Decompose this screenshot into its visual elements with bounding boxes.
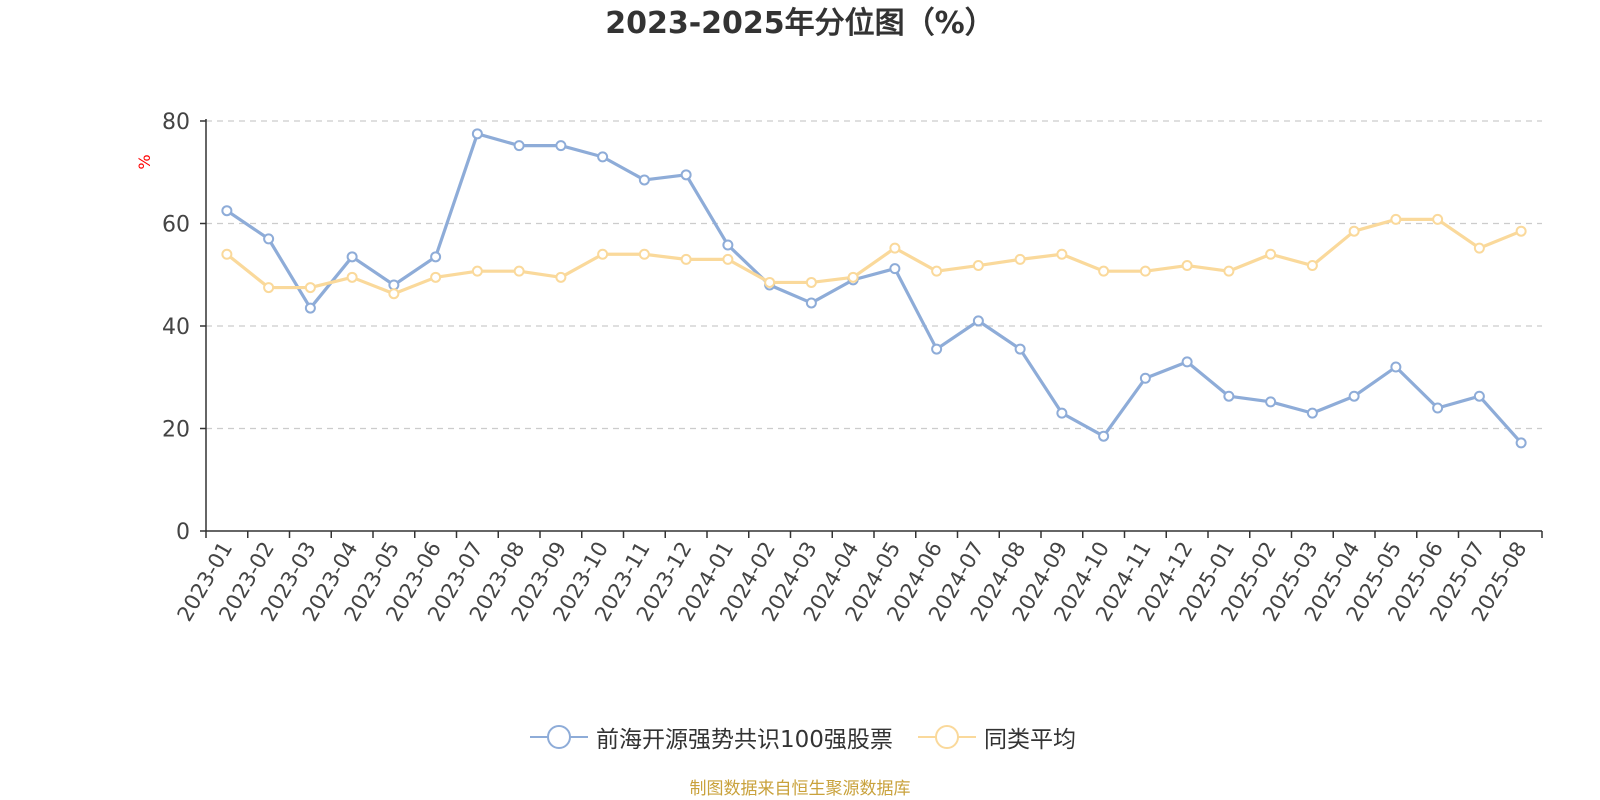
data-point-s1-2025-02 — [1265, 248, 1277, 260]
data-point-s1-2023-09 — [555, 271, 567, 283]
data-point-s0-2025-07 — [1473, 390, 1485, 402]
data-point-s0-2025-03 — [1306, 407, 1318, 419]
data-point-s1-2023-01 — [221, 248, 233, 260]
data-point-s0-2025-02 — [1265, 396, 1277, 408]
y-tick-label-80: 80 — [162, 110, 190, 135]
data-point-s1-2023-05 — [388, 288, 400, 300]
y-tick-label-40: 40 — [162, 315, 190, 340]
data-point-s0-2024-07 — [972, 315, 984, 327]
data-point-s1-2024-05 — [889, 242, 901, 254]
data-point-s0-2023-10 — [597, 151, 609, 163]
legend-marker-peer-average-icon — [918, 722, 976, 752]
data-point-s0-2023-05 — [388, 279, 400, 291]
data-point-s1-2024-01 — [722, 253, 734, 265]
data-point-s0-2025-05 — [1390, 361, 1402, 373]
legend-marker-fund-icon — [530, 722, 588, 752]
data-point-s0-2024-08 — [1014, 343, 1026, 355]
data-point-s1-2023-04 — [346, 271, 358, 283]
data-point-s0-2025-08 — [1515, 437, 1527, 449]
data-point-s0-2023-07 — [471, 128, 483, 140]
legend-item-fund[interactable]: 前海开源强势共识100强股票 — [530, 722, 893, 753]
data-point-s1-2025-01 — [1223, 265, 1235, 277]
data-point-s0-2023-03 — [304, 302, 316, 314]
data-point-s1-2024-02 — [764, 276, 776, 288]
data-point-s1-2023-08 — [513, 265, 525, 277]
data-point-s1-2024-10 — [1098, 265, 1110, 277]
data-point-s1-2025-05 — [1390, 213, 1402, 225]
data-point-s1-2023-11 — [638, 248, 650, 260]
data-point-s0-2023-09 — [555, 140, 567, 152]
data-point-s0-2024-12 — [1181, 356, 1193, 368]
data-point-s1-2023-02 — [263, 282, 275, 294]
data-point-s1-2025-07 — [1473, 242, 1485, 254]
data-point-s0-2024-10 — [1098, 430, 1110, 442]
series-line-1 — [225, 217, 1522, 296]
data-point-s1-2024-12 — [1181, 260, 1193, 272]
data-point-s0-2023-02 — [263, 233, 275, 245]
data-point-s0-2024-06 — [931, 343, 943, 355]
y-axis-label: % — [135, 154, 154, 169]
data-point-s0-2024-03 — [805, 297, 817, 309]
data-point-s1-2025-03 — [1306, 260, 1318, 272]
data-point-s0-2024-05 — [889, 263, 901, 275]
y-tick-label-20: 20 — [162, 418, 190, 443]
data-point-s0-2023-04 — [346, 251, 358, 263]
legend-item-peer-average[interactable]: 同类平均 — [918, 722, 1076, 753]
source-note: 制图数据来自恒生聚源数据库 — [689, 779, 911, 799]
data-point-s1-2023-10 — [597, 248, 609, 260]
data-point-s0-2023-11 — [638, 174, 650, 186]
data-point-s1-2024-04 — [847, 271, 859, 283]
data-point-s0-2025-01 — [1223, 390, 1235, 402]
y-tick-label-0: 0 — [176, 520, 190, 545]
data-point-s1-2024-11 — [1139, 265, 1151, 277]
data-point-s0-2023-08 — [513, 140, 525, 152]
data-point-s1-2023-06 — [430, 271, 442, 283]
data-point-s0-2023-12 — [680, 169, 692, 181]
y-tick-label-60: 60 — [162, 213, 190, 238]
data-point-s1-2024-09 — [1056, 248, 1068, 260]
chart-title: 2023-2025年分位图（%） — [605, 6, 995, 41]
legend-label-peer-average: 同类平均 — [984, 727, 1076, 753]
data-point-s0-2023-01 — [221, 205, 233, 217]
data-point-s1-2024-03 — [805, 276, 817, 288]
data-point-s0-2024-01 — [722, 239, 734, 251]
series-line-0 — [225, 132, 1523, 444]
data-point-s0-2025-04 — [1348, 390, 1360, 402]
data-point-s0-2025-06 — [1432, 402, 1444, 414]
data-point-s0-2023-06 — [430, 251, 442, 263]
data-point-s1-2025-08 — [1515, 225, 1527, 237]
data-point-s0-2024-11 — [1139, 372, 1151, 384]
data-point-s1-2024-06 — [931, 265, 943, 277]
data-point-s1-2025-06 — [1432, 213, 1444, 225]
data-point-s1-2023-03 — [304, 282, 316, 294]
data-point-s1-2024-07 — [972, 260, 984, 272]
data-point-s1-2023-07 — [471, 265, 483, 277]
data-point-s0-2024-09 — [1056, 407, 1068, 419]
data-point-s1-2023-12 — [680, 253, 692, 265]
data-point-s1-2024-08 — [1014, 253, 1026, 265]
data-point-s1-2025-04 — [1348, 225, 1360, 237]
legend-label-fund: 前海开源强势共识100强股票 — [596, 727, 893, 753]
